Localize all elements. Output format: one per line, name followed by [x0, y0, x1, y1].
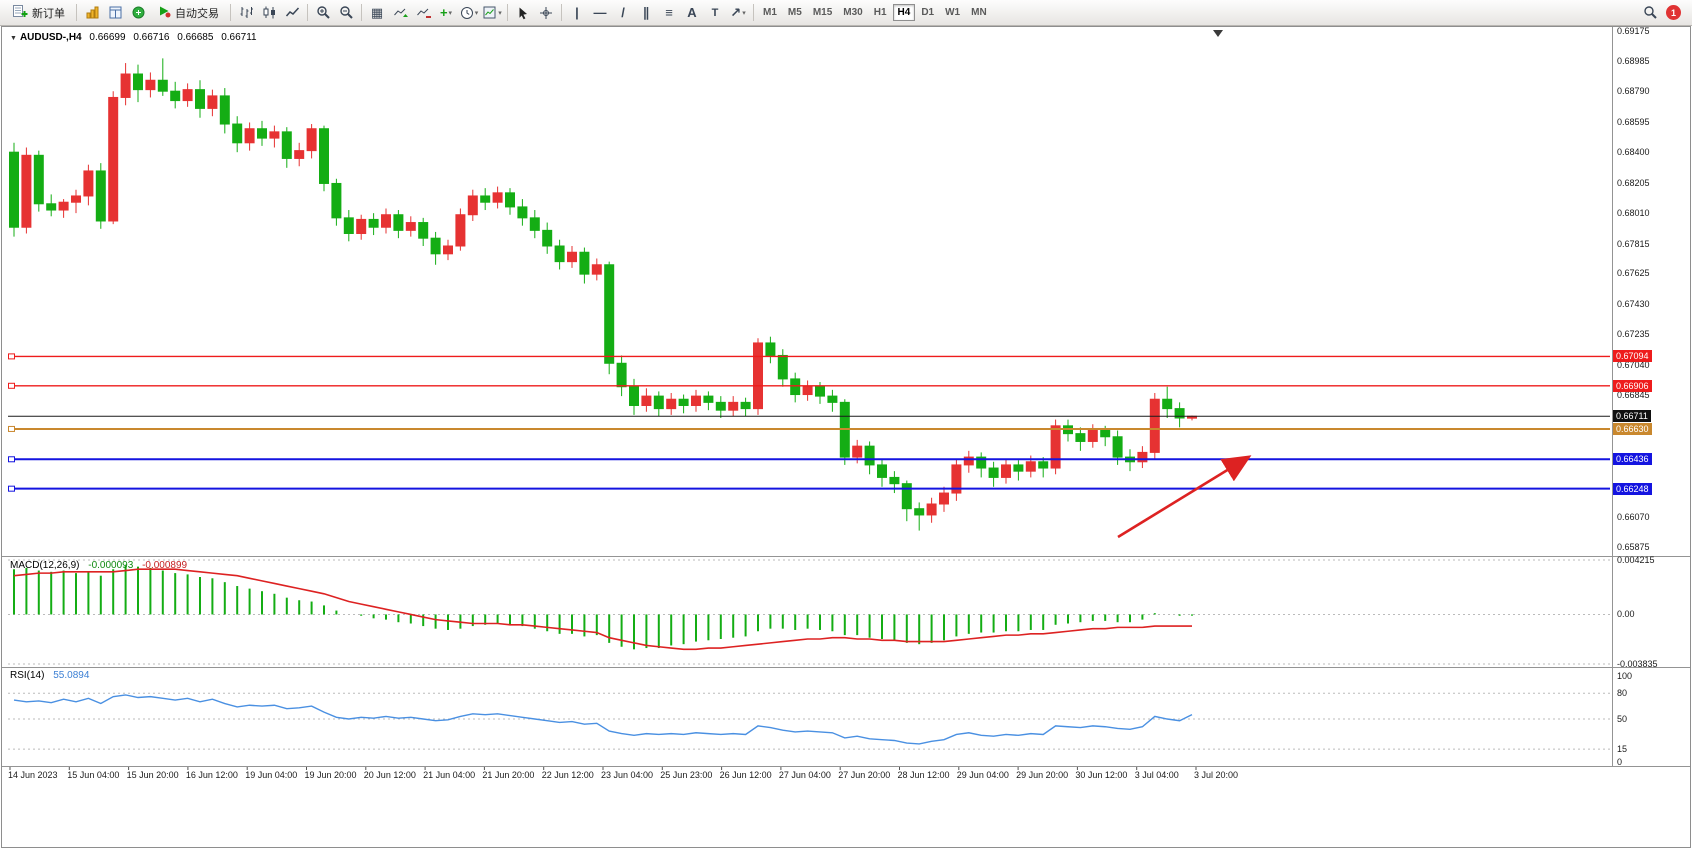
- rsi-value: 55.0894: [53, 670, 90, 681]
- macd-main-value: -0.000093: [88, 560, 134, 571]
- candles-chart-icon[interactable]: [258, 3, 280, 23]
- text-tool-icon[interactable]: A: [687, 5, 697, 20]
- symbol-title: AUDUSD-,H4: [19, 32, 82, 43]
- data-window-icon[interactable]: [104, 3, 126, 23]
- toolbar-separator: [753, 4, 754, 21]
- zoom-in-icon[interactable]: [312, 3, 334, 23]
- timeframe-m1-button[interactable]: M1: [758, 4, 782, 21]
- timeframe-m15-button[interactable]: M15: [808, 4, 837, 21]
- timeframe-w1-button[interactable]: W1: [940, 4, 965, 21]
- search-icon[interactable]: [1639, 3, 1661, 23]
- chart-plot-area[interactable]: [8, 28, 1610, 556]
- timeframe-m5-button[interactable]: M5: [783, 4, 807, 21]
- new-order-button[interactable]: 新订单: [5, 1, 72, 25]
- notification-badge[interactable]: 1: [1666, 5, 1681, 20]
- horizontal-line-tool-icon[interactable]: —: [593, 5, 607, 20]
- toolbar: 新订单 自动交易 ▦ + ▾ ▾ ▾ | — / ∥ ≡ A T ↗ ▾: [0, 0, 1692, 26]
- chevron-down-icon: ▼: [10, 35, 17, 42]
- label-tool-icon[interactable]: T: [711, 6, 719, 19]
- arrows-tool-icon[interactable]: ↗ ▾: [730, 4, 746, 20]
- vertical-line-tool-icon[interactable]: |: [575, 5, 579, 20]
- toolbar-separator: [361, 4, 362, 21]
- toolbar-separator: [230, 4, 231, 21]
- crosshair-icon[interactable]: [535, 3, 557, 23]
- timeframe-d1-button[interactable]: D1: [916, 4, 939, 21]
- rsi-indicator-label: RSI(14) 55.0894: [10, 670, 95, 681]
- chart-shift-icon[interactable]: [412, 3, 434, 23]
- auto-trading-button[interactable]: 自动交易: [150, 1, 226, 24]
- timeframe-h1-button[interactable]: H1: [869, 4, 892, 21]
- macd-signal-value: -0.000899: [142, 560, 188, 571]
- auto-trading-label: 自动交易: [175, 7, 219, 20]
- ohlc-low: 0.66685: [177, 32, 214, 43]
- line-chart-icon[interactable]: [281, 3, 303, 23]
- rsi-name: RSI(14): [10, 670, 45, 681]
- navigator-icon[interactable]: [127, 3, 149, 23]
- macd-pane-splitter[interactable]: [2, 556, 1690, 557]
- fibonacci-tool-icon[interactable]: ≡: [665, 5, 673, 20]
- toolbar-separator: [307, 4, 308, 21]
- time-axis-separator: [2, 766, 1690, 767]
- cursor-icon[interactable]: [512, 3, 534, 23]
- indicators-icon[interactable]: + ▾: [439, 5, 453, 20]
- macd-indicator-label: MACD(12,26,9) -0.000093 -0.000899: [10, 560, 193, 571]
- timeframe-m30-button[interactable]: M30: [838, 4, 867, 21]
- ohlc-open: 0.66699: [89, 32, 126, 43]
- channel-tool-icon[interactable]: ∥: [642, 4, 650, 20]
- timeframe-h4-button[interactable]: H4: [892, 4, 916, 21]
- ohlc-close: 0.66711: [221, 32, 257, 43]
- new-order-icon: [12, 4, 28, 22]
- tile-windows-icon[interactable]: ▦: [370, 4, 384, 20]
- price-axis-separator: [1612, 27, 1613, 767]
- periods-clock-icon[interactable]: ▾: [458, 3, 480, 23]
- toolbar-separator: [76, 4, 77, 21]
- rsi-pane-splitter[interactable]: [2, 667, 1690, 668]
- market-watch-icon[interactable]: [81, 3, 103, 23]
- trendline-tool-icon[interactable]: /: [621, 5, 625, 20]
- bars-chart-icon[interactable]: [235, 3, 257, 23]
- toolbar-separator: [507, 4, 508, 21]
- symbol-info-bar: ▼ AUDUSD-,H4 0.66699 0.66716 0.66685 0.66…: [10, 32, 262, 43]
- templates-icon[interactable]: ▾: [481, 3, 503, 23]
- auto-trading-icon: [157, 4, 171, 21]
- toolbar-separator: [561, 4, 562, 21]
- ohlc-high: 0.66716: [133, 32, 170, 43]
- auto-scroll-icon[interactable]: [389, 3, 411, 23]
- new-order-label: 新订单: [32, 7, 65, 20]
- zoom-out-icon[interactable]: [335, 3, 357, 23]
- timeframe-mn-button[interactable]: MN: [966, 4, 992, 21]
- macd-name: MACD(12,26,9): [10, 560, 80, 571]
